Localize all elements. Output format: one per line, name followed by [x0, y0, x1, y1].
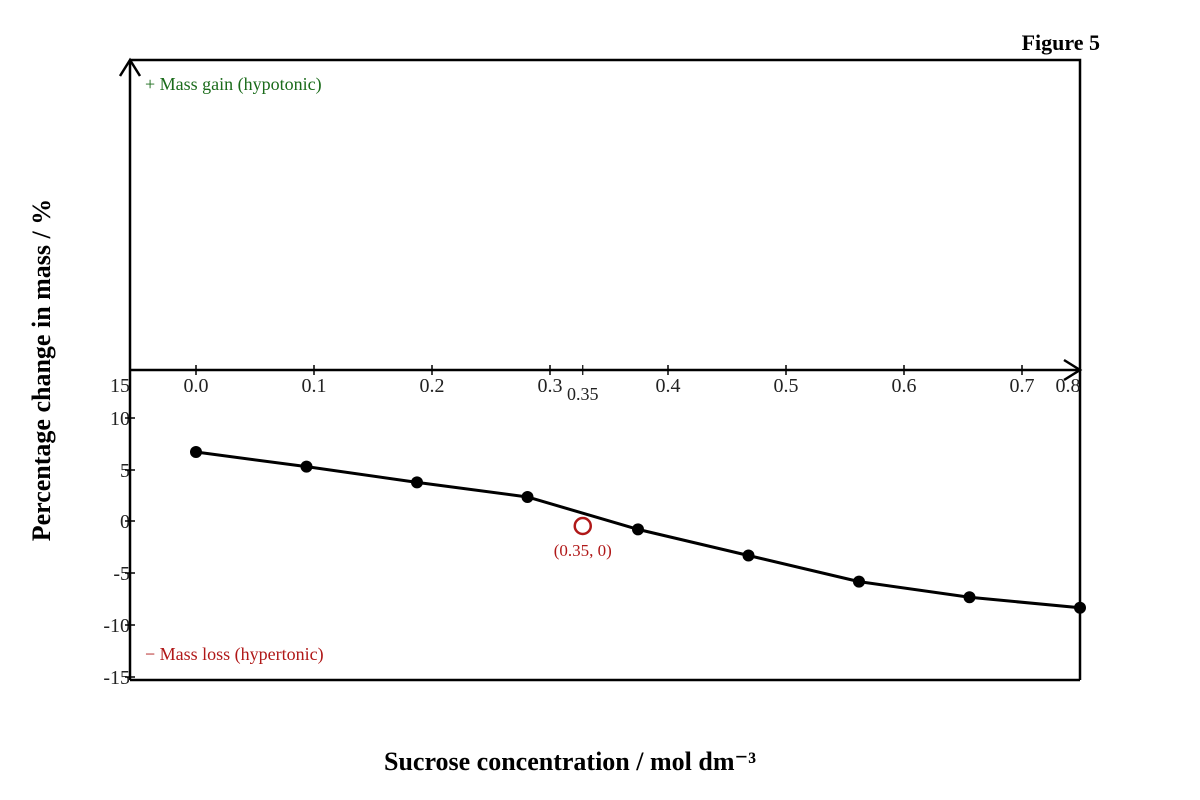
x-tick-label: 0.2 — [420, 375, 445, 397]
y-tick-label: 0 — [120, 511, 130, 533]
x-tick-label: 0.3 — [538, 375, 563, 397]
marked-point — [573, 516, 592, 536]
y-axis-ticks: 15 10 5 0 -5 -10 -15 — [103, 375, 135, 689]
mass-loss-label: − Mass loss (hypertonic) — [145, 644, 324, 665]
data-point — [190, 446, 202, 459]
data-point — [742, 549, 755, 562]
x-tick-label: 0.8 — [1056, 375, 1081, 397]
x-tick-label: 0.0 — [184, 375, 209, 397]
data-point — [963, 591, 976, 604]
x-tick-label: 0.5 — [774, 375, 799, 397]
data-point — [300, 460, 313, 473]
data-point — [853, 575, 865, 588]
y-tick-label: -15 — [103, 667, 130, 689]
marked-point-label: (0.35, 0) — [554, 541, 612, 560]
x-axis-arrow — [1063, 358, 1083, 382]
x-axis-ticks: 0.0 0.1 0.2 0.3 0.4 0.5 0.6 0.7 0.8 0.35 — [184, 365, 1081, 404]
marked-point-group: (0.35, 0) — [554, 516, 612, 560]
data-series — [190, 446, 1086, 614]
data-point — [521, 490, 534, 503]
figure-label: Figure 5 — [1022, 30, 1100, 55]
x-tick-label: 0.4 — [656, 375, 681, 397]
x-axis-title: Sucrose concentration / mol dm⁻³ — [384, 747, 756, 776]
y-tick-label: 15 — [110, 375, 130, 397]
y-tick-label: 5 — [120, 460, 130, 482]
plot-frame — [130, 58, 1082, 680]
y-axis-arrow — [118, 57, 142, 77]
data-point — [632, 523, 644, 536]
x-tick-label: 0.1 — [302, 375, 327, 397]
marked-x-label: 0.35 — [567, 384, 599, 404]
y-tick-label: -5 — [113, 563, 130, 585]
x-tick-label: 0.7 — [1010, 375, 1035, 397]
data-point — [1074, 601, 1086, 614]
y-tick-label: 10 — [110, 408, 130, 430]
y-axis-title: Percentage change in mass / % — [27, 199, 56, 542]
y-tick-label: -10 — [103, 615, 130, 637]
data-point — [411, 476, 423, 489]
x-tick-label: 0.6 — [892, 375, 917, 397]
mass-gain-label: + Mass gain (hypotonic) — [145, 74, 322, 95]
